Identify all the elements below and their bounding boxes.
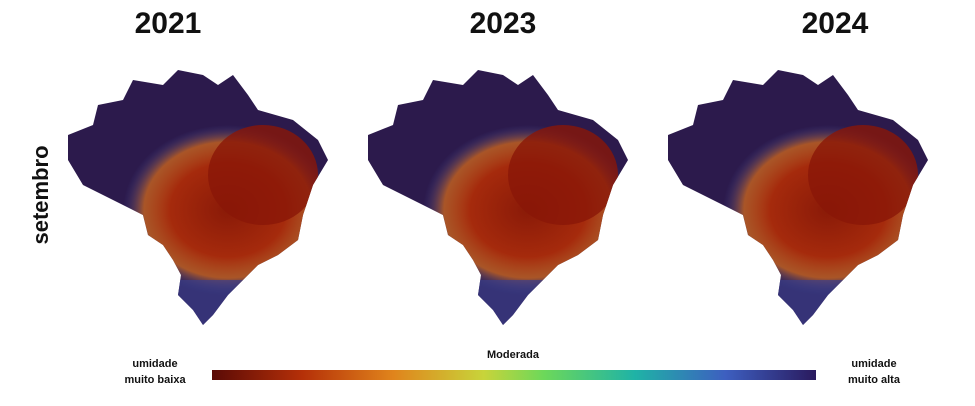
panel-title: 2021 xyxy=(135,7,202,40)
legend-high: umidade xyxy=(851,358,896,370)
colorbar xyxy=(212,370,816,380)
legend-low: muito baixa xyxy=(124,374,186,386)
row-label: setembro xyxy=(28,145,53,244)
map-2024 xyxy=(663,65,933,330)
panel-title: 2024 xyxy=(802,7,869,40)
map-2021 xyxy=(63,65,333,330)
legend-low: umidade xyxy=(132,358,177,370)
legend-mid: Moderada xyxy=(487,349,540,361)
panel-title: 2023 xyxy=(470,7,537,40)
map-2023 xyxy=(363,65,633,330)
legend-high: muito alta xyxy=(848,374,901,386)
